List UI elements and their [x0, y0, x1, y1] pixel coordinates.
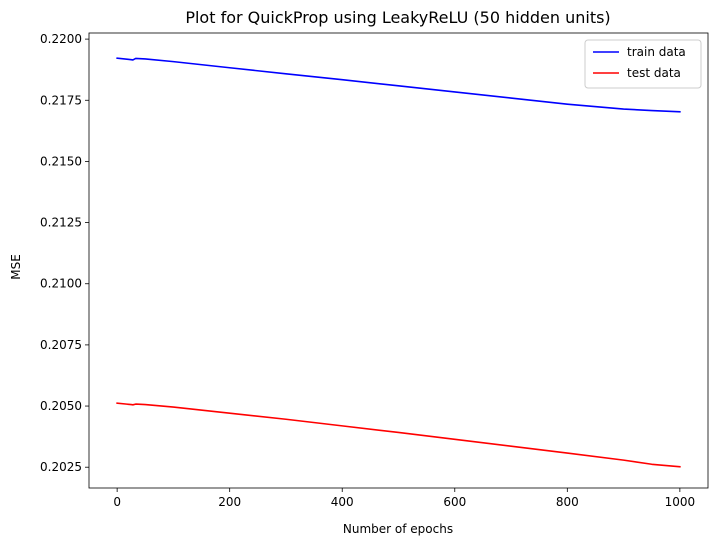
- series-layer: [116, 57, 681, 468]
- x-tick-label: 1000: [665, 495, 696, 509]
- legend-label: train data: [627, 45, 686, 59]
- plot-area: [88, 32, 709, 489]
- x-tick-label: 200: [218, 495, 241, 509]
- y-axis-label: MSE: [9, 254, 23, 280]
- x-tick-label: 800: [556, 495, 579, 509]
- y-tick-label: 0.2200: [40, 32, 82, 46]
- y-axis-ticks: 0.2025 0.2050 0.2075 0.2100 0.2125 0.2150 0.21…: [40, 32, 89, 474]
- x-tick-label: 600: [443, 495, 466, 509]
- y-tick-label: 0.2075: [40, 338, 82, 352]
- x-tick-label: 0: [113, 495, 121, 509]
- legend: train data test data: [584, 39, 702, 89]
- x-tick-label: 400: [331, 495, 354, 509]
- y-tick-label: 0.2150: [40, 154, 82, 168]
- chart-title: Plot for QuickProp using LeakyReLU (50 h…: [185, 8, 610, 27]
- y-tick-label: 0.2025: [40, 460, 82, 474]
- y-tick-label: 0.2175: [40, 93, 82, 107]
- series-line-test-data: [116, 402, 681, 468]
- y-tick-label: 0.2100: [40, 277, 82, 291]
- series-line-train-data: [116, 57, 681, 113]
- y-tick-label: 0.2125: [40, 216, 82, 230]
- y-tick-label: 0.2050: [40, 399, 82, 413]
- x-axis-ticks: 0 200 400 600 800 1000: [113, 488, 695, 509]
- legend-label: test data: [627, 66, 681, 80]
- x-axis-label: Number of epochs: [343, 522, 453, 536]
- axes-frame: [88, 32, 709, 489]
